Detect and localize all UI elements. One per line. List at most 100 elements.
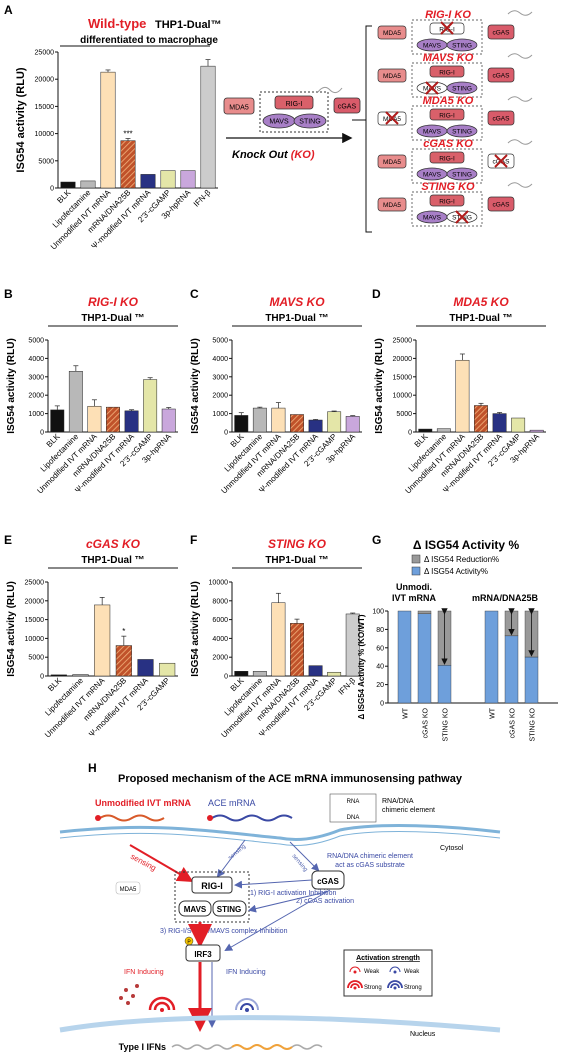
cgas-box (333, 97, 361, 114)
x-tick-label: cGAS KO (510, 707, 517, 738)
rigi-label: RIG-I (439, 113, 455, 120)
inset-rna: RNA (347, 799, 360, 805)
ifn-transcript (231, 1044, 293, 1050)
y-tick-label: 20 (376, 682, 384, 689)
y-tick-label: 60 (376, 645, 384, 652)
panel-f-chart: STING KO THP1-Dual ™ 0 2000 4000 6000 8000 1000… (190, 537, 362, 740)
chimeric-label-2: chimeric element (382, 807, 435, 814)
mavs-label: MAVS (423, 43, 442, 50)
type1-ifn-label: Type I IFNs (119, 1042, 166, 1052)
chimeric-inset (329, 793, 377, 823)
y-tick-label: 10000 (393, 393, 413, 400)
panel-a-title-red: Wild-type (88, 16, 146, 31)
sting-label: STING (452, 86, 472, 93)
bar-activity (397, 610, 412, 704)
x-tick-label: cGAS KO (423, 707, 430, 738)
panel-letter-b: B (4, 287, 13, 301)
sting-shape (446, 167, 478, 181)
bar (124, 410, 139, 433)
cgas-label: cGAS (493, 30, 511, 37)
legend-weak-2: Weak (404, 969, 420, 975)
bar (106, 406, 120, 433)
step3-arrow (248, 891, 327, 913)
y-tick-label: 5000 (38, 158, 54, 165)
bar (327, 411, 342, 433)
rigi-box (429, 65, 465, 78)
panel-g-header: Δ ISG54 Activity % Δ ISG54 Reduction% Δ … (392, 538, 539, 603)
y-tick-label: 0 (224, 674, 228, 681)
cgas-label: cGAS (338, 104, 357, 111)
ace-mrna-strand (211, 814, 293, 822)
knockout-x-icon (494, 154, 508, 168)
cgas-to-irf3-arrow (224, 889, 331, 951)
y-tick-label: 40 (376, 664, 384, 671)
legend-strong-blue-icon (387, 980, 403, 990)
y-tick-label: 15000 (35, 104, 55, 111)
y-tick-label: 25000 (35, 50, 55, 57)
cgas-box (487, 110, 515, 126)
y-tick-label: 4000 (212, 636, 228, 643)
mda5-mech-label: MDA5 (120, 887, 137, 893)
mda5-box (377, 68, 407, 83)
cgas-mech-label: cGAS (317, 877, 339, 886)
y-tick-label: 10000 (209, 580, 229, 587)
x-tick-label: STING KO (443, 707, 450, 741)
y-tick-label: 4000 (212, 356, 228, 363)
panel-letter-f: F (190, 533, 197, 547)
mavs-label: MAVS (423, 172, 442, 179)
y-axis-label: ISG54 activity (RLU) (374, 338, 385, 434)
panel-d-chart: MDA5 KO THP1-Dual ™ 0 5000 10000 15000 20000 25… (374, 295, 546, 496)
x-tick-label: WT (403, 707, 410, 719)
step3-label: 3) RIG-I/STING/MAVS complex Inhibition (160, 928, 288, 935)
mechanism-diagram: Proposed mechanism of the ACE mRNA immun… (59, 773, 501, 1052)
y-axis-label: Δ ISG54 Activity % (KO/WT) (357, 614, 366, 719)
y-tick-label: 5000 (28, 338, 44, 345)
ko-title: cGAS KO (423, 138, 473, 150)
mavs-label: MAVS (269, 119, 289, 126)
cytokine-dots (119, 984, 139, 1005)
legend-weak-red-icon (349, 966, 361, 974)
nucleus-label: Nucleus (410, 1031, 436, 1038)
step2-label: 2) cGAS activation (296, 898, 354, 905)
dna-squiggle (317, 86, 343, 94)
panel-e-subtitle: THP1-Dual ™ (81, 555, 144, 566)
bar (160, 170, 176, 189)
sensing-arrow-red (129, 844, 194, 883)
y-tick-label: 8000 (212, 598, 228, 605)
irf3-box (185, 944, 221, 962)
legend-reduction-swatch (411, 554, 421, 564)
ko-title: MDA5 KO (423, 95, 474, 107)
y-tick-label: 3000 (28, 374, 44, 381)
y-tick-label: 0 (50, 186, 54, 193)
bar (80, 180, 96, 189)
bar-reduction (417, 610, 432, 614)
unmod-mrna-label: Unmodified IVT mRNA (95, 798, 191, 808)
rigi-box (429, 151, 465, 164)
significance-label: *** (123, 129, 132, 138)
y-tick-label: 1000 (28, 411, 44, 418)
panel-d-subtitle: THP1-Dual ™ (449, 313, 512, 324)
y-tick-label: 4000 (28, 356, 44, 363)
dna-squiggle (507, 10, 533, 16)
cgas-label: cGAS (493, 202, 511, 209)
bar (50, 409, 65, 433)
rigi-box (274, 95, 314, 110)
panel-b-title: RIG-I KO (88, 295, 139, 309)
y-tick-label: 25000 (393, 338, 413, 345)
legend-weak-blue-icon (389, 966, 401, 974)
dna-squiggle (507, 139, 533, 145)
panel-e-title: cGAS KO (86, 537, 141, 551)
sting-shape (446, 81, 478, 95)
rigi-label: RIG-I (439, 27, 455, 34)
mda5-label: MDA5 (383, 202, 401, 209)
y-tick-label: 6000 (212, 617, 228, 624)
y-tick-label: 2000 (28, 393, 44, 400)
bar (234, 415, 249, 433)
sting-shape (293, 113, 327, 129)
ko-list: RIG-I KO MDA5 RIG-I MAVS STING cGAS MAVS KO MDA… (352, 9, 533, 233)
rigi-box (429, 194, 465, 207)
substrate-note-2: act as cGAS substrate (335, 862, 405, 869)
sting-label: STING (452, 172, 472, 179)
legend-activity-swatch (411, 566, 421, 576)
